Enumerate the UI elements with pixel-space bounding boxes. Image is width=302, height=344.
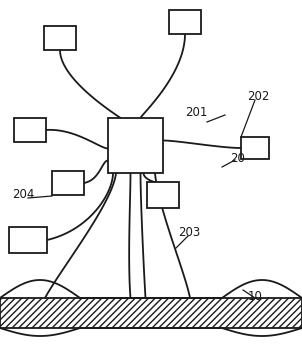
Bar xyxy=(9,227,47,253)
Text: 201: 201 xyxy=(185,106,207,118)
Text: 203: 203 xyxy=(178,226,200,239)
Bar xyxy=(241,137,269,159)
Text: 10: 10 xyxy=(248,290,263,302)
Bar xyxy=(108,118,163,173)
Bar xyxy=(169,10,201,34)
Bar xyxy=(147,182,179,208)
Text: 204: 204 xyxy=(12,189,34,202)
Bar xyxy=(14,118,46,142)
Bar xyxy=(52,171,84,195)
Text: 20: 20 xyxy=(230,151,245,164)
Bar xyxy=(0,298,302,328)
Bar xyxy=(44,26,76,50)
Text: 202: 202 xyxy=(247,90,269,104)
